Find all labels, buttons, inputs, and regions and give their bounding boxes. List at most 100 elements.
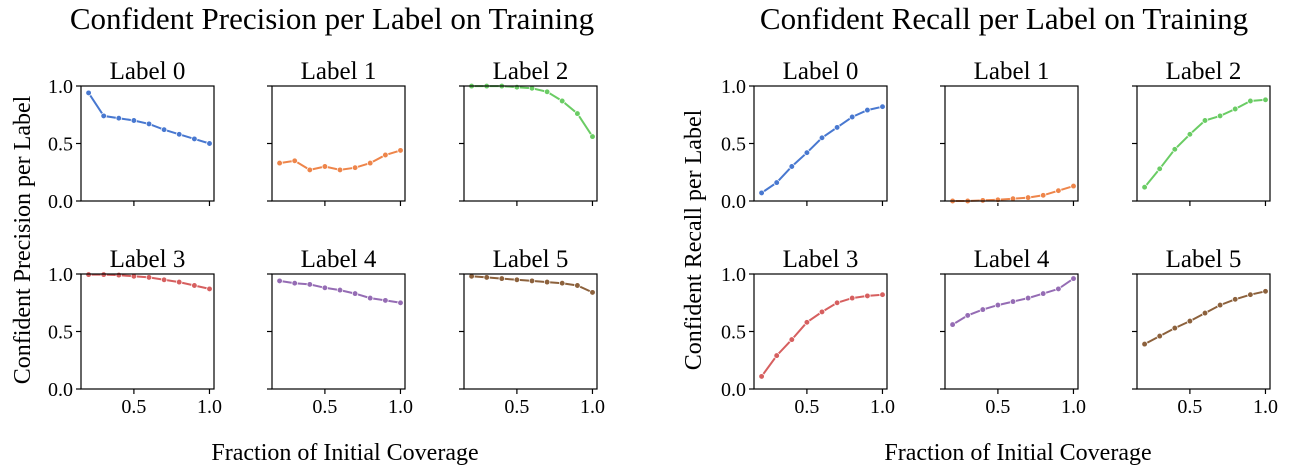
data-point: [191, 135, 198, 143]
panel-title: Label 1: [301, 58, 377, 85]
y-tick-label: 1.0: [48, 264, 73, 286]
data-point: [979, 306, 986, 313]
data-point: [145, 274, 153, 281]
data-point: [803, 319, 811, 326]
axes-frame: [463, 85, 598, 202]
axes-frame: [80, 85, 215, 202]
data-point: [543, 88, 551, 95]
panel-3: Label 3 0.0 0.5 1.0 0.5 1.0: [721, 246, 895, 418]
x-tick-label: 1.0: [1061, 396, 1086, 418]
axes-frame: [80, 273, 215, 390]
data-point: [513, 84, 521, 91]
data-point: [351, 164, 359, 171]
data-point: [1024, 294, 1032, 302]
panel-1: Label 1: [940, 58, 1079, 206]
data-point: [1216, 112, 1224, 120]
data-point: [1141, 184, 1148, 191]
data-point: [964, 312, 971, 319]
data-point: [306, 166, 313, 174]
y-tick-label: 0.0: [721, 191, 746, 213]
data-point: [1171, 324, 1178, 332]
data-point: [160, 126, 168, 133]
data-point: [85, 271, 92, 278]
data-point: [818, 134, 826, 141]
panel-title: Label 5: [1166, 246, 1242, 273]
data-point: [1171, 146, 1178, 153]
data-point: [1040, 192, 1047, 199]
x-axis-label: Fraction of Initial Coverage: [211, 440, 478, 466]
data-point: [513, 276, 521, 283]
x-tick-label: 1.0: [197, 396, 222, 418]
y-tick-label: 0.5: [48, 134, 73, 156]
panel-4: Label 4 0.5 1.0: [940, 246, 1086, 418]
series-line: [761, 105, 883, 194]
series-line: [1143, 98, 1266, 188]
axes-frame: [1136, 273, 1271, 390]
data-point: [833, 299, 841, 306]
data-point: [994, 196, 1002, 203]
panel-title: Label 2: [493, 58, 569, 85]
data-point: [1070, 182, 1077, 190]
data-point: [160, 276, 168, 283]
data-point: [100, 112, 107, 120]
x-tick-label: 0.5: [504, 396, 529, 418]
data-point: [528, 277, 536, 285]
data-point: [291, 157, 298, 164]
data-point: [291, 280, 298, 287]
y-tick-label: 0.5: [721, 134, 746, 156]
data-point: [1216, 301, 1224, 309]
x-tick-label: 1.0: [870, 396, 895, 418]
data-point: [85, 89, 92, 97]
data-point: [191, 282, 198, 289]
data-point: [849, 113, 856, 121]
data-point: [351, 290, 359, 297]
data-point: [206, 285, 213, 293]
data-point: [864, 292, 871, 300]
data-point: [559, 280, 566, 287]
data-point: [1040, 290, 1047, 297]
data-point: [758, 189, 765, 197]
data-point: [498, 275, 505, 282]
data-point: [1186, 317, 1194, 325]
series-line: [87, 92, 210, 145]
data-point: [397, 147, 404, 154]
panel-title: Label 4: [974, 246, 1050, 273]
x-tick-label: 1.0: [580, 396, 605, 418]
chart-1: Confident Recall per Label on Training Co…: [681, 1, 1278, 466]
data-point: [979, 197, 986, 204]
chart-title: Confident Recall per Label on Training: [760, 1, 1248, 36]
axes-frame: [944, 85, 1079, 202]
data-point: [879, 291, 886, 298]
x-tick-label: 0.5: [121, 396, 146, 418]
data-point: [1201, 117, 1209, 124]
y-axis-label: Confident Precision per Label: [10, 95, 36, 384]
data-point: [382, 297, 389, 304]
data-point: [879, 103, 886, 110]
y-tick-label: 0.0: [721, 379, 746, 401]
data-point: [321, 163, 329, 170]
x-tick-label: 0.5: [1177, 396, 1202, 418]
data-point: [1247, 97, 1254, 105]
data-point: [559, 97, 566, 105]
data-point: [206, 140, 213, 147]
data-point: [1262, 288, 1269, 295]
data-point: [176, 278, 183, 286]
x-tick-label: 0.5: [985, 396, 1010, 418]
panel-title: Label 0: [110, 58, 186, 85]
panel-2: Label 2: [1132, 58, 1271, 206]
data-point: [1232, 105, 1239, 113]
axes-frame: [753, 273, 888, 390]
y-tick-label: 0.0: [48, 191, 73, 213]
data-point: [1009, 298, 1017, 305]
y-tick-label: 0.5: [48, 322, 73, 344]
axes-frame: [1136, 85, 1271, 202]
x-axis-label: Fraction of Initial Coverage: [884, 440, 1151, 466]
series-line: [471, 85, 594, 138]
axes-frame: [944, 273, 1079, 390]
axes-frame: [271, 85, 406, 202]
panel-1: Label 1: [267, 58, 406, 206]
y-tick-label: 0.0: [48, 379, 73, 401]
data-point: [574, 282, 581, 289]
panel-title: Label 3: [110, 246, 186, 273]
